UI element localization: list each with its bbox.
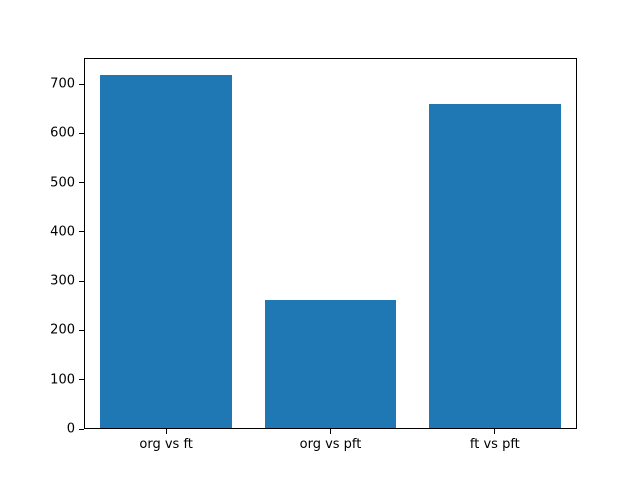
y-tick-label: 100 [50, 372, 75, 388]
y-tick-label: 300 [50, 273, 75, 289]
y-tick-mark [79, 280, 84, 282]
y-tick-mark [79, 132, 84, 134]
y-tick-mark [79, 182, 84, 184]
y-tick-label: 400 [50, 224, 75, 240]
x-tick-label: org vs ft [139, 437, 193, 452]
y-tick-mark [79, 329, 84, 331]
y-tick-mark [79, 83, 84, 85]
y-tick-label: 0 [66, 421, 75, 437]
x-tick-label: ft vs pft [469, 437, 520, 452]
y-tick-label: 600 [50, 125, 75, 141]
bar-org-vs-ft [100, 75, 232, 428]
bar-org-vs-pft [264, 299, 397, 428]
x-tick-label: org vs pft [299, 437, 362, 452]
x-tick-mark [494, 429, 496, 434]
bar-ft-vs-pft [429, 103, 561, 428]
y-tick-mark [79, 428, 84, 430]
y-tick-label: 700 [50, 76, 75, 92]
x-tick-mark [165, 429, 167, 434]
y-tick-label: 200 [50, 322, 75, 338]
y-tick-mark [79, 379, 84, 381]
y-tick-label: 500 [50, 175, 75, 191]
y-tick-mark [79, 231, 84, 233]
x-tick-mark [330, 429, 331, 434]
